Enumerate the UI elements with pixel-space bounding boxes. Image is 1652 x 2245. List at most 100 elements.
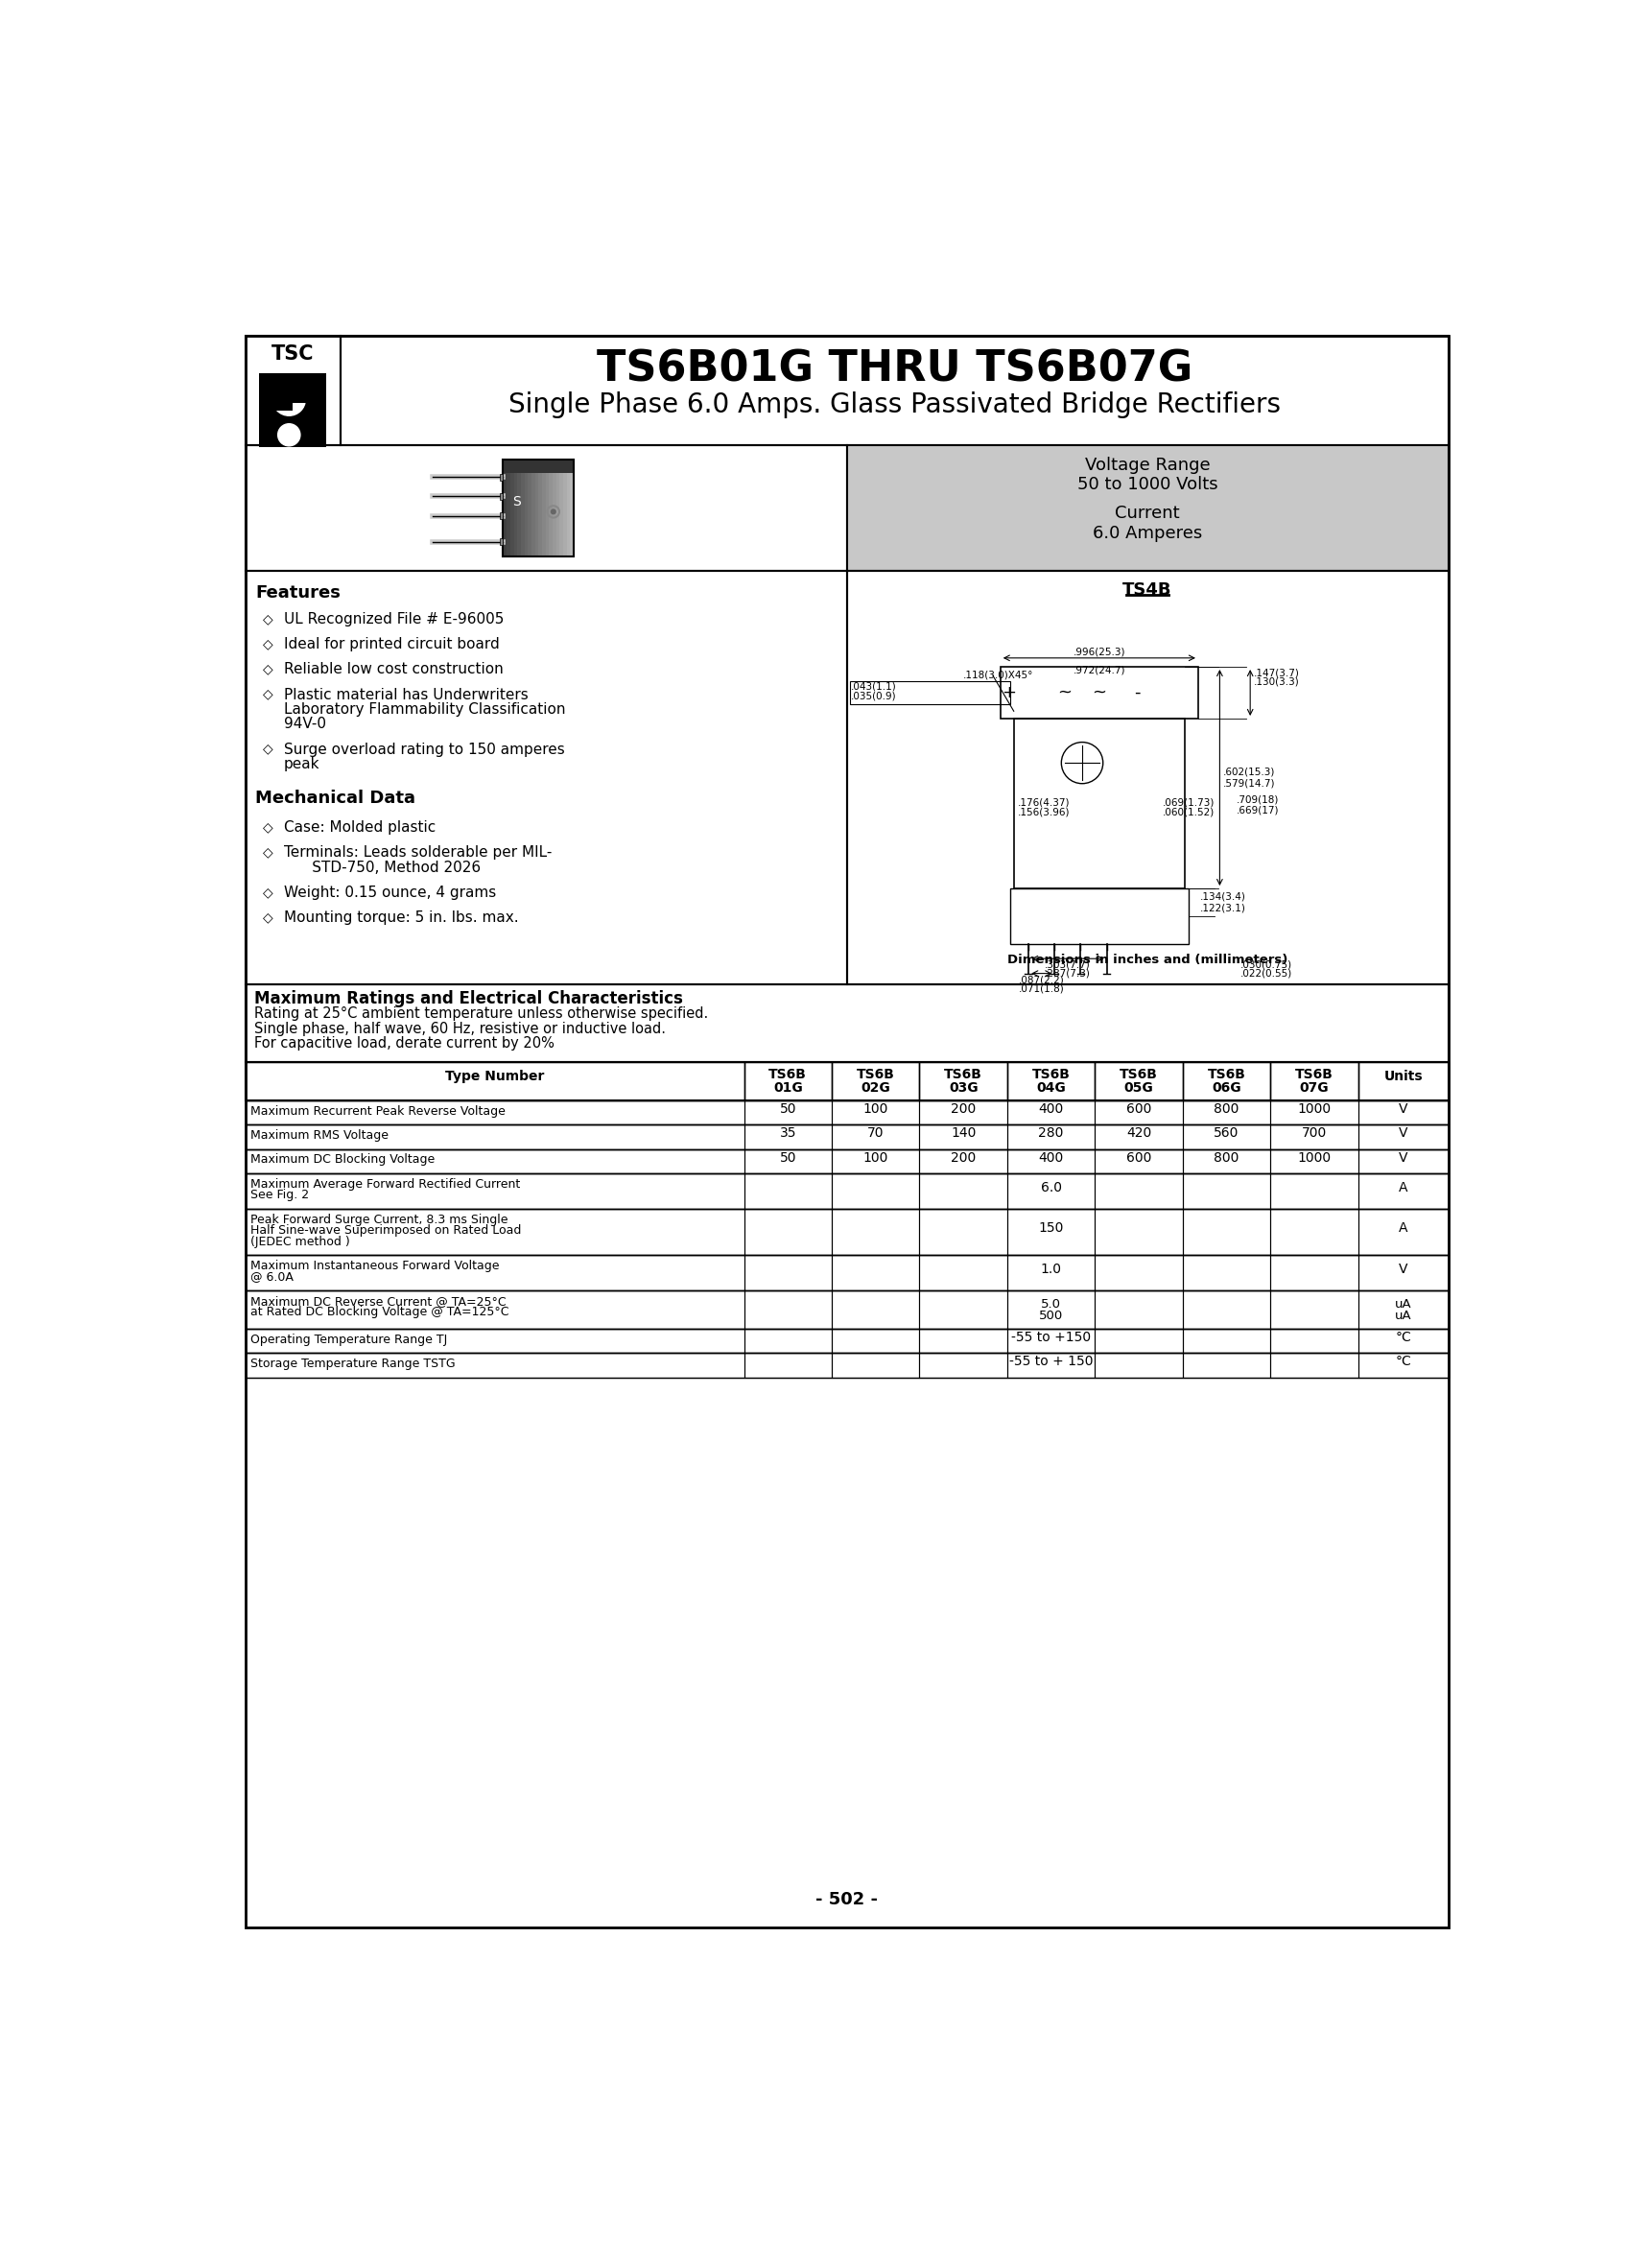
Text: 1.0: 1.0 xyxy=(1041,1262,1062,1275)
Text: .287(7.3): .287(7.3) xyxy=(1044,970,1090,979)
Bar xyxy=(1095,1210,1183,1255)
Bar xyxy=(259,384,325,429)
Bar xyxy=(244,1100,743,1125)
Bar xyxy=(244,1291,743,1329)
Text: 560: 560 xyxy=(1214,1127,1239,1140)
Text: ◇: ◇ xyxy=(263,743,273,757)
Text: 07G: 07G xyxy=(1300,1082,1328,1096)
Text: .176(4.37): .176(4.37) xyxy=(1018,797,1070,806)
Text: 420: 420 xyxy=(1127,1127,1151,1140)
Bar xyxy=(501,512,504,519)
Text: uA: uA xyxy=(1394,1298,1411,1311)
Text: 35: 35 xyxy=(780,1127,796,1140)
Bar xyxy=(743,1174,831,1210)
Bar xyxy=(1183,1354,1270,1378)
Text: .602(15.3): .602(15.3) xyxy=(1222,768,1275,777)
Bar xyxy=(1358,1255,1449,1291)
Bar xyxy=(1358,1354,1449,1378)
Bar xyxy=(920,1210,1008,1255)
Bar xyxy=(570,460,573,557)
Bar xyxy=(1270,1354,1358,1378)
Bar xyxy=(244,1174,1449,1210)
Bar xyxy=(1014,718,1184,889)
Text: 400: 400 xyxy=(1039,1152,1064,1165)
Bar xyxy=(1008,1125,1095,1149)
Text: .122(3.1): .122(3.1) xyxy=(1199,902,1246,914)
Bar xyxy=(510,460,514,557)
Bar xyxy=(920,1329,1008,1354)
Circle shape xyxy=(552,510,555,514)
Text: A: A xyxy=(1399,1181,1408,1194)
Bar xyxy=(1183,1255,1270,1291)
Text: UL Recognized File # E-96005: UL Recognized File # E-96005 xyxy=(284,613,504,626)
Bar xyxy=(535,460,539,557)
Bar xyxy=(743,1354,831,1378)
Text: ◇: ◇ xyxy=(263,846,273,860)
Text: TS6B: TS6B xyxy=(1032,1069,1070,1082)
Text: .147(3.7): .147(3.7) xyxy=(1254,669,1300,678)
Text: .069(1.73): .069(1.73) xyxy=(1163,797,1214,806)
Text: Case: Molded plastic: Case: Molded plastic xyxy=(284,819,436,835)
Bar xyxy=(259,424,325,447)
Bar xyxy=(1009,889,1188,943)
Bar xyxy=(244,1174,743,1210)
Bar xyxy=(1008,1354,1095,1378)
Bar xyxy=(514,460,517,557)
Text: .118(3.0)X45°: .118(3.0)X45° xyxy=(963,671,1034,680)
Text: V: V xyxy=(1399,1127,1408,1140)
Text: .071(1.8): .071(1.8) xyxy=(1019,983,1064,992)
Text: 05G: 05G xyxy=(1123,1082,1153,1096)
Text: -: - xyxy=(1133,685,1140,700)
Text: 100: 100 xyxy=(862,1152,889,1165)
Text: - 502 -: - 502 - xyxy=(816,1890,877,1908)
Bar xyxy=(244,1149,743,1174)
Text: .030(0.75): .030(0.75) xyxy=(1241,961,1292,970)
Text: A: A xyxy=(1399,1221,1408,1235)
Text: @ 6.0A: @ 6.0A xyxy=(251,1271,294,1282)
Bar xyxy=(244,1100,1449,1125)
Bar xyxy=(1095,1329,1183,1354)
Text: 800: 800 xyxy=(1214,1102,1239,1116)
Text: 6.0: 6.0 xyxy=(1041,1181,1062,1194)
Bar xyxy=(920,1174,1008,1210)
Bar xyxy=(831,1174,920,1210)
Text: TS6B: TS6B xyxy=(1120,1069,1158,1082)
Bar xyxy=(1008,1329,1095,1354)
Bar xyxy=(244,1125,1449,1149)
Bar xyxy=(846,570,1449,986)
Text: Maximum Recurrent Peak Reverse Voltage: Maximum Recurrent Peak Reverse Voltage xyxy=(251,1105,506,1118)
Bar xyxy=(920,1125,1008,1149)
Bar xyxy=(743,1062,831,1100)
Bar xyxy=(920,1062,1008,1100)
Text: .579(14.7): .579(14.7) xyxy=(1222,779,1275,788)
Bar xyxy=(1008,1062,1095,1100)
Bar xyxy=(1183,1149,1270,1174)
Text: ◇: ◇ xyxy=(263,662,273,676)
Bar xyxy=(920,1354,1008,1378)
Bar xyxy=(1001,667,1198,718)
Bar xyxy=(831,1210,920,1255)
Bar xyxy=(244,1255,1449,1291)
Text: Features: Features xyxy=(256,584,340,602)
Bar xyxy=(244,1329,1449,1354)
Bar xyxy=(851,682,1009,703)
Text: 1000: 1000 xyxy=(1297,1152,1332,1165)
Bar xyxy=(920,1255,1008,1291)
Bar xyxy=(507,460,510,557)
Text: (JEDEC method ): (JEDEC method ) xyxy=(251,1235,350,1248)
Text: .087(2.2): .087(2.2) xyxy=(1019,974,1064,986)
Bar xyxy=(920,1100,1008,1125)
Bar xyxy=(1270,1062,1358,1100)
Bar xyxy=(1183,1210,1270,1255)
Text: 280: 280 xyxy=(1039,1127,1064,1140)
Bar xyxy=(244,1210,1449,1255)
Text: STD-750, Method 2026: STD-750, Method 2026 xyxy=(284,860,481,876)
Text: Current: Current xyxy=(1115,505,1180,521)
Bar xyxy=(244,1062,743,1100)
Text: Terminals: Leads solderable per MIL-: Terminals: Leads solderable per MIL- xyxy=(284,846,552,860)
Bar xyxy=(1358,1149,1449,1174)
Bar xyxy=(504,460,573,557)
Bar xyxy=(244,1125,743,1149)
Text: Type Number: Type Number xyxy=(444,1071,544,1084)
Text: 400: 400 xyxy=(1039,1102,1064,1116)
